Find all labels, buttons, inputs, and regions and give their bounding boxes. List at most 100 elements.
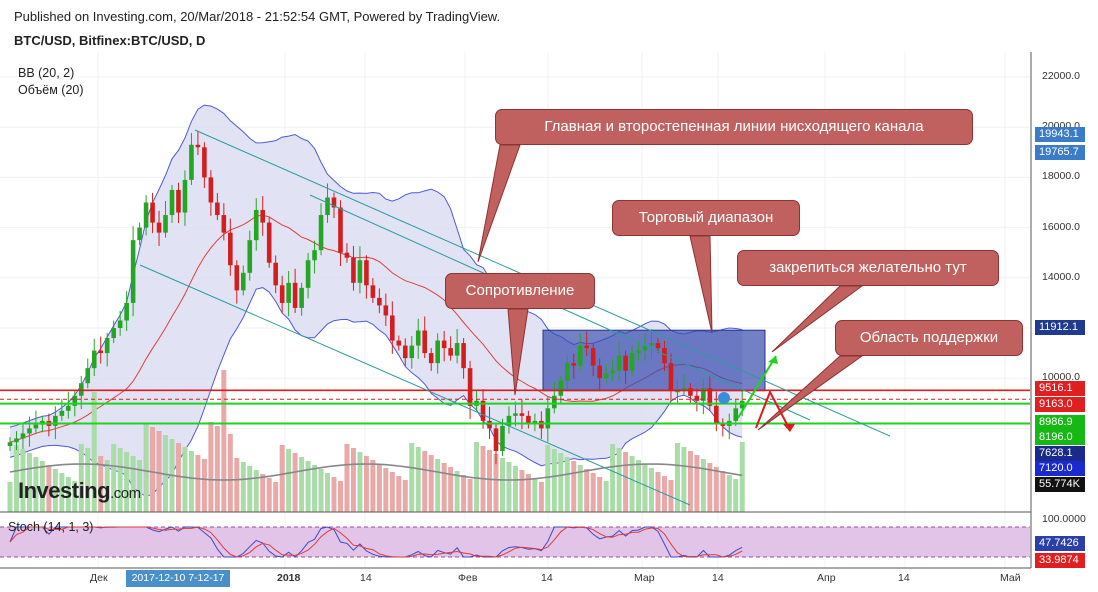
volume-bar — [305, 461, 311, 512]
candle-body — [603, 373, 609, 379]
candle-body — [228, 232, 233, 266]
candle-body — [396, 340, 402, 346]
candle-body — [357, 260, 363, 283]
candle-body — [539, 420, 544, 429]
candle-body — [513, 413, 518, 416]
callout-channel: Главная и второстепенная линии нисходяще… — [495, 109, 973, 145]
candle-body — [215, 202, 220, 216]
price-label: 55.774K — [1035, 477, 1085, 492]
volume-bar — [512, 466, 518, 512]
volume-bar — [739, 442, 745, 512]
callout-pointer — [771, 285, 864, 353]
candle-body — [506, 415, 512, 426]
time-tick: 14 — [541, 572, 553, 584]
volume-bar — [564, 457, 570, 512]
candle-body — [163, 215, 168, 233]
candle-body — [260, 210, 266, 223]
bb-indicator-label[interactable]: BB (20, 2) — [18, 66, 75, 80]
volume-bar — [700, 459, 706, 512]
candle-body — [169, 189, 175, 216]
stochastic-panel — [0, 526, 1030, 558]
candle-body — [597, 365, 602, 379]
candle-body — [642, 345, 648, 351]
volume-indicator-label[interactable]: Объём (20) — [18, 83, 84, 97]
candle-body — [364, 260, 369, 286]
volume-bar — [137, 460, 143, 512]
volume-bar — [318, 469, 324, 512]
price-tick: 18000.0 — [1042, 170, 1080, 183]
volume-bar — [104, 460, 110, 512]
volume-bar — [208, 422, 214, 512]
candle-body — [273, 262, 278, 286]
volume-bar — [636, 460, 642, 512]
price-tick: 16000.0 — [1042, 220, 1080, 233]
candle-body — [649, 343, 654, 346]
candle-body — [156, 222, 162, 233]
volume-bar — [616, 448, 622, 512]
price-label: 19943.1 — [1035, 127, 1085, 142]
candle-body — [292, 282, 298, 308]
price-label: 7628.1 — [1035, 446, 1085, 461]
candle-body — [675, 390, 680, 393]
candle-body — [85, 368, 91, 384]
volume-bar — [532, 478, 538, 512]
volume-bar — [674, 443, 680, 512]
descending-channel — [139, 129, 891, 506]
volume-bar — [26, 453, 32, 512]
volume-bar — [726, 475, 732, 512]
candle-body — [305, 260, 311, 288]
volume-bar — [175, 443, 181, 512]
price-label: 11912.1 — [1035, 320, 1085, 335]
volume-bar — [286, 449, 292, 512]
candle-body — [681, 388, 687, 391]
volume-bar — [227, 434, 233, 512]
candle-body — [610, 370, 615, 374]
candle-body — [441, 340, 447, 349]
candle-body — [234, 265, 240, 291]
candle-body — [552, 395, 557, 409]
volume-bar — [279, 445, 285, 512]
candle-body — [655, 343, 661, 349]
volume-bar — [545, 445, 551, 512]
volume-bar — [182, 447, 188, 512]
volume-bar — [111, 444, 117, 512]
volume-bar — [59, 473, 65, 512]
candle-body — [299, 287, 304, 308]
symbol-title: BTC/USD, Bitfinex:BTC/USD, D — [14, 33, 206, 48]
callout-pointer — [757, 355, 864, 431]
volume-bar — [247, 466, 253, 512]
volume-bar — [292, 453, 298, 512]
candle-body — [202, 147, 207, 178]
time-tick: 14 — [898, 572, 910, 584]
candle-body — [584, 345, 590, 349]
channel-line-lower — [139, 264, 691, 506]
candle-body — [137, 227, 142, 241]
price-tick: 22000.0 — [1042, 70, 1080, 82]
volume-bar — [156, 431, 162, 512]
candle-body — [143, 202, 149, 228]
candle-body — [182, 179, 188, 213]
volume-bar — [551, 449, 557, 512]
stoch-indicator-label[interactable]: Stoch (14, 1, 3) — [8, 520, 94, 534]
volume-bar — [402, 480, 408, 512]
candle-body — [733, 408, 739, 421]
volume-bar — [642, 464, 648, 512]
volume-bar — [461, 475, 467, 512]
volume-bar — [201, 459, 207, 512]
time-tick: 2018 — [277, 572, 301, 584]
volume-bar — [91, 392, 97, 512]
scenario-arrows — [718, 355, 795, 432]
volume-bar — [389, 472, 395, 512]
price-label: 7120.0 — [1035, 461, 1085, 476]
candle-body — [325, 197, 330, 216]
candle-body — [577, 345, 583, 366]
candle-body — [176, 189, 181, 213]
volume-bar — [363, 456, 369, 512]
volume-bar — [52, 469, 58, 512]
volume-bar — [337, 481, 343, 512]
candle-body — [150, 202, 155, 223]
candle-body — [124, 302, 129, 321]
candle-body — [383, 305, 389, 316]
candle-body — [720, 423, 726, 426]
